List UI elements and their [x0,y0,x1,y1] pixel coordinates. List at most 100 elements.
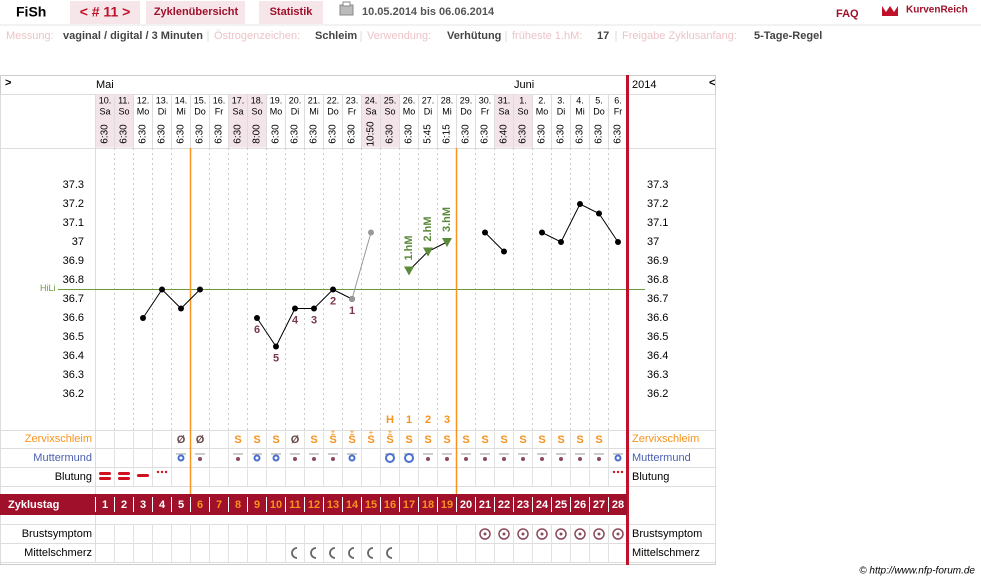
cycle-day: 3 [140,499,146,511]
weekend-bg [494,94,514,148]
info-label: Verwendung: [367,30,431,42]
hm-label: 3.hM [441,207,453,232]
tab[interactable]: Zyklenübersicht [154,6,239,18]
info-label: früheste 1.hM: [512,30,582,42]
muttermund-icon [331,457,335,461]
time: 6:30 [328,124,339,144]
weekday: Mo [270,106,283,116]
nav-left[interactable]: > [5,77,11,89]
date: 6. [614,95,622,105]
time: 6:30 [613,124,624,144]
weekday: Di [291,106,300,116]
month-label: Juni [514,79,534,91]
row-label: Mittelschmerz [24,547,92,559]
cycle-nav[interactable]: < # 11 > [80,4,131,20]
bleeding-spot [156,470,160,474]
time: 6:30 [537,124,548,144]
date: 28. [441,95,454,105]
date: 20. [289,95,302,105]
weekday: Do [460,106,472,116]
y-tick-label: 36.4 [63,350,84,362]
zervix-mark: S [500,434,507,446]
date: 13. [156,95,169,105]
cycle-day: 2 [121,499,127,511]
temperature-point [178,305,184,312]
cycle-day: 23 [517,499,529,511]
point-label: 5 [273,352,279,364]
weekday: Do [593,106,605,116]
muttermund-icon [293,457,297,461]
date: 4. [576,95,584,105]
point-label: 1 [349,305,355,317]
weekday: Sa [232,106,243,116]
breast-icon [517,528,529,540]
bleeding-icon [118,477,130,480]
breast-icon [498,528,510,540]
logo-icon [882,6,898,16]
y-tick-label: 36.5 [647,331,668,343]
faq[interactable]: FAQ [836,8,859,20]
y-tick-label: 37 [647,236,659,248]
zervix-mark: S [595,434,602,446]
nav-right[interactable]: < [709,77,715,89]
temperature-point [539,229,545,236]
date: 17. [232,95,245,105]
temperature-point [482,229,488,236]
tab[interactable]: Statistik [270,6,314,18]
logo[interactable]: KurvenReich [906,5,968,16]
muttermund-icon [253,454,261,462]
y-tick-label: 36.4 [647,350,668,362]
zervix-mark: S [253,434,260,446]
user-name: FiSh [16,4,46,20]
time: 6:30 [480,124,491,144]
tab-bg [259,1,323,24]
temperature-point [558,239,564,245]
row-label: Zyklustag [8,499,59,511]
zervix-mark: Ø [196,434,205,446]
date: 18. [251,95,264,105]
row-label: Blutung [55,471,92,483]
date: 14. [175,95,188,105]
cycle-day: 18 [422,499,434,511]
hiline-label: HiLi [40,283,56,293]
weekday: So [251,106,262,116]
y-tick-label: 37 [72,236,84,248]
breast-icon [536,528,548,540]
pain-icon [348,547,355,559]
cycle-day: 8 [235,499,241,511]
time: 6:30 [404,124,415,144]
breast-icon [559,532,563,536]
footer: © http://www.nfp-forum.de [859,566,975,577]
date: 2. [538,95,546,105]
date: 24. [365,95,378,105]
weekday: Di [557,106,566,116]
print-icon[interactable] [339,1,354,16]
zervix-mark: S [386,434,393,446]
temperature-line [351,232,372,300]
cycle-day: 28 [612,499,624,511]
zervix-mark: S [234,434,241,446]
cycle-day: 1 [102,499,108,511]
weekday: Mo [403,106,416,116]
pain-icon [386,547,393,559]
time: 6:30 [233,124,244,144]
cycle-day: 11 [289,499,301,511]
muttermund-icon [445,457,449,461]
zervix-mark: S [329,434,336,446]
weekday: Sa [365,106,376,116]
temperature-point [501,248,507,255]
time: 10:50 [366,121,377,146]
zervix-mark: S [443,434,450,446]
cycle-day: 22 [498,499,510,511]
breast-icon [502,532,506,536]
temperature-point [140,315,146,321]
y-tick-label: 36.7 [63,293,84,305]
time: 6:40 [499,124,510,144]
info-value: 17 [597,30,609,42]
info-value: 5-Tage-Regel [754,30,822,42]
time: 5:45 [423,124,434,144]
time: 6:30 [556,124,567,144]
y-tick-label: 37.2 [63,198,84,210]
zervix-mark: S [576,434,583,446]
year-label: 2014 [632,79,656,91]
